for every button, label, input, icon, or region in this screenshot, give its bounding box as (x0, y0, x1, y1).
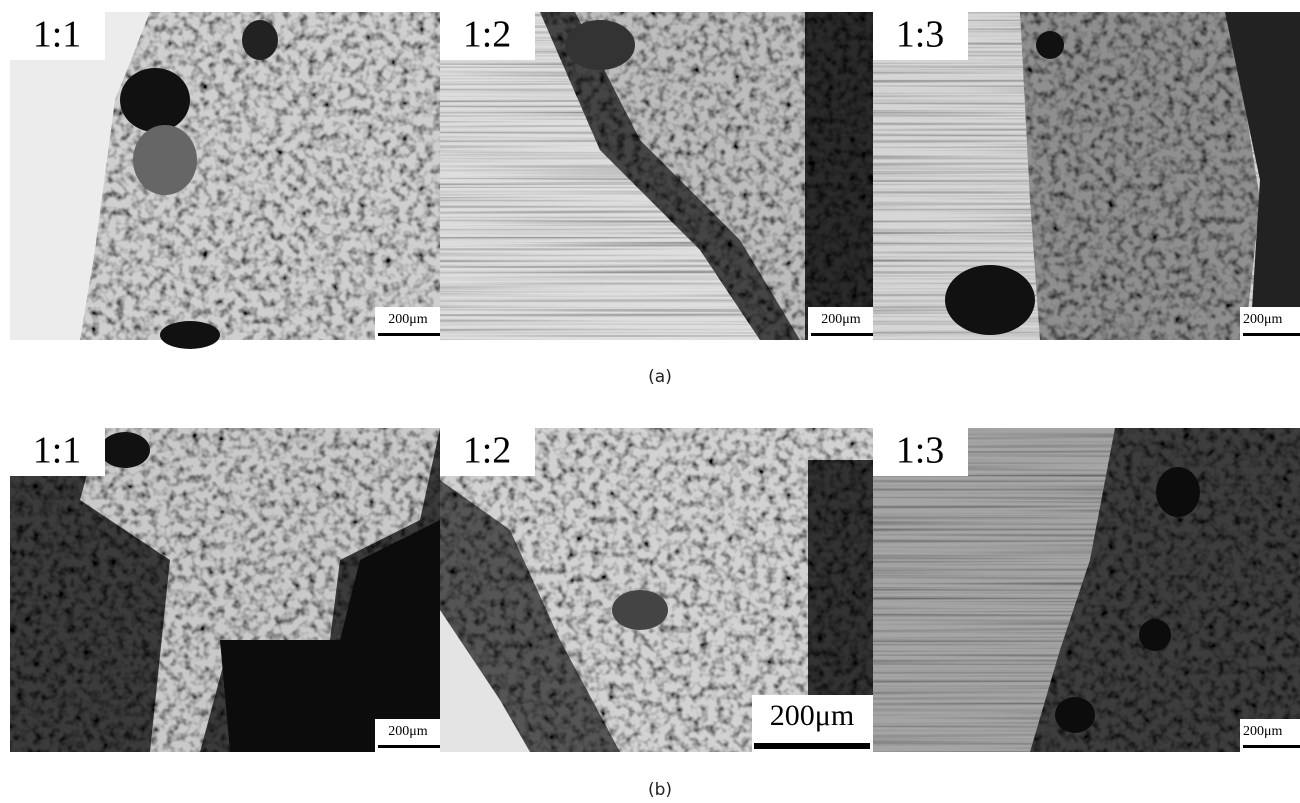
micrograph (10, 12, 440, 349)
panel-label: 1:3 (896, 430, 945, 472)
micrograph (440, 12, 873, 340)
scale-label: 200μm (770, 699, 854, 732)
scale-label: 200μm (1243, 724, 1283, 739)
panel-label: 1:3 (896, 14, 945, 56)
caption: (b) (648, 780, 672, 800)
figure: 1:1 1:2 1:3 1:1 1:2 1:3 200μm 200μm 200μ… (0, 0, 1300, 803)
scale-label: 200μm (388, 312, 428, 327)
caption: (a) (648, 367, 672, 387)
panel-label: 1:2 (463, 14, 512, 56)
panel-label: 1:2 (463, 430, 512, 472)
scale-label: 200μm (388, 724, 428, 739)
panel-label: 1:1 (33, 430, 82, 472)
panel-label: 1:1 (33, 14, 82, 56)
micrograph (873, 12, 1300, 340)
scale-label: 200μm (1243, 312, 1283, 327)
scale-label: 200μm (821, 312, 861, 327)
micrograph (873, 428, 1300, 752)
micrograph (10, 428, 440, 752)
